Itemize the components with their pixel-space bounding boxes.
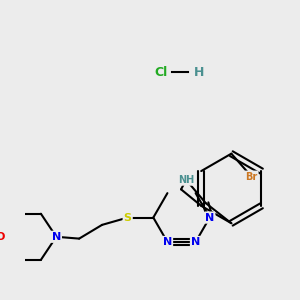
Text: N: N [191, 237, 200, 247]
Text: N: N [52, 232, 61, 242]
Text: O: O [0, 232, 4, 242]
Text: S: S [124, 213, 132, 223]
Text: Cl: Cl [154, 66, 167, 79]
Text: NH: NH [178, 175, 194, 185]
Text: N: N [163, 237, 172, 247]
Text: N: N [205, 213, 214, 223]
Text: Br: Br [245, 172, 258, 182]
Text: H: H [194, 66, 205, 79]
